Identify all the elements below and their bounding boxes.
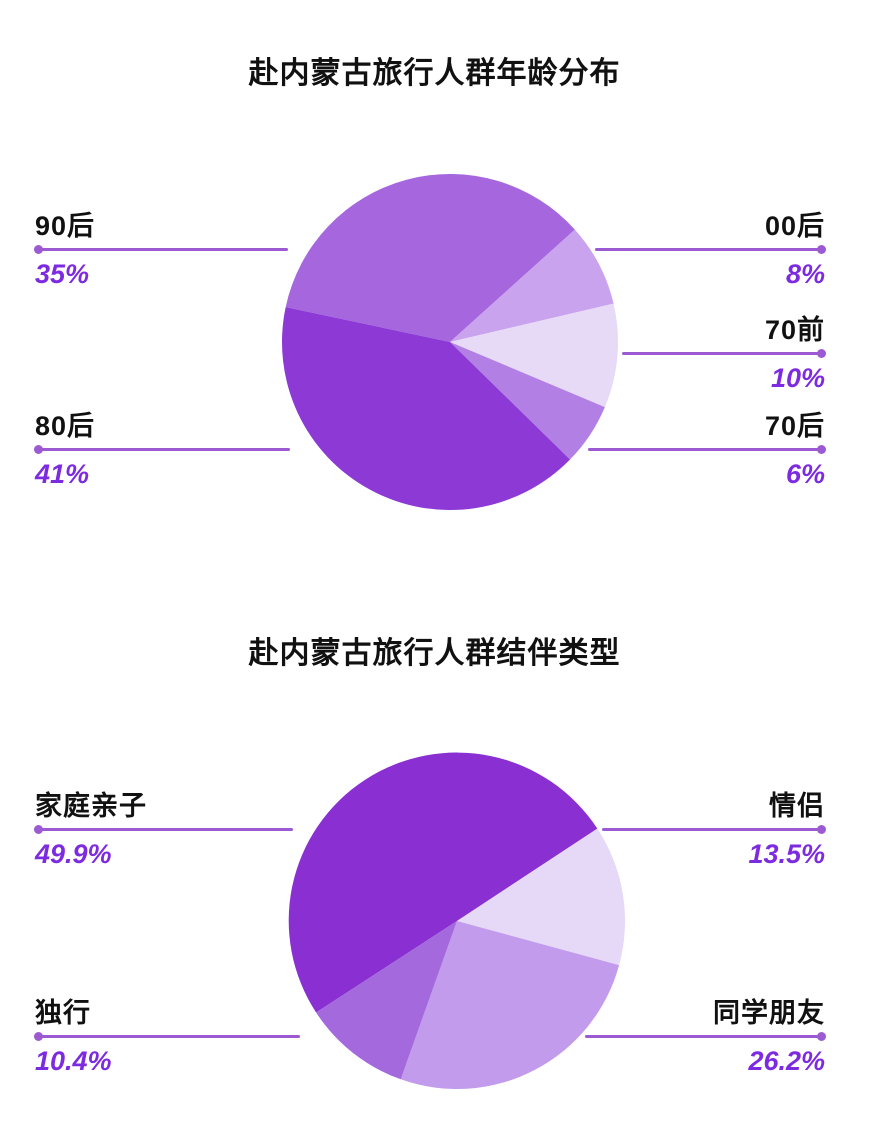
callout-value: 10%	[770, 363, 825, 393]
callout-solo: 独行 10.4%	[34, 997, 300, 1077]
callout-age-90s: 90后 35%	[34, 210, 288, 290]
pie-slice-3	[316, 921, 457, 1080]
callout-age-80s: 80后 41%	[34, 410, 290, 490]
pie-slice-2	[400, 921, 620, 1089]
pie-slice-1	[450, 229, 614, 342]
chart-title-companion: 赴内蒙古旅行人群结伴类型	[248, 637, 621, 670]
callout-family: 家庭亲子 49.9%	[34, 790, 293, 870]
callout-label: 独行	[35, 998, 91, 1028]
chart-title-age: 赴内蒙古旅行人群年龄分布	[248, 57, 621, 90]
callout-line	[34, 825, 293, 834]
pie-chart-companion	[288, 752, 625, 1089]
callout-line	[34, 1032, 300, 1041]
callout-value: 13.5%	[748, 839, 825, 869]
callout-dot-icon	[817, 245, 826, 254]
callout-label: 情侣	[769, 791, 825, 821]
callout-line	[585, 1032, 826, 1041]
callout-value: 26.2%	[748, 1046, 825, 1076]
callout-dot-icon	[34, 245, 43, 254]
pie-slice-0	[285, 174, 575, 342]
callout-label: 同学朋友	[713, 998, 825, 1028]
callout-value: 49.9%	[35, 839, 112, 869]
callout-label: 00后	[764, 211, 825, 241]
callout-couple: 情侣 13.5%	[602, 790, 826, 870]
callout-dot-icon	[817, 349, 826, 358]
pie-slice-0	[288, 752, 598, 1013]
pie-slice-2	[450, 303, 618, 408]
callout-dot-icon	[34, 825, 43, 834]
pie-slice-3	[450, 342, 605, 460]
callout-value: 10.4%	[35, 1046, 112, 1076]
callout-value: 35%	[35, 259, 90, 289]
callout-label: 80后	[35, 411, 96, 441]
callout-friends: 同学朋友 26.2%	[585, 997, 826, 1077]
callout-label: 家庭亲子	[35, 791, 147, 821]
callout-value: 8%	[785, 259, 825, 289]
callout-dot-icon	[34, 445, 43, 454]
callout-label: 70后	[764, 411, 825, 441]
callout-value: 6%	[785, 459, 825, 489]
callout-line	[34, 445, 290, 454]
pie-chart-age	[281, 174, 618, 510]
callout-value: 41%	[35, 459, 90, 489]
pie-slice-1	[457, 828, 625, 966]
callout-line	[34, 245, 288, 254]
callout-dot-icon	[817, 825, 826, 834]
callout-line	[595, 245, 826, 254]
callout-line	[588, 445, 826, 454]
pie-slice-4	[281, 307, 571, 510]
callout-dot-icon	[817, 445, 826, 454]
callout-label: 90后	[35, 211, 96, 241]
callout-dot-icon	[34, 1032, 43, 1041]
callout-age-70s: 70后 6%	[588, 410, 826, 490]
callout-dot-icon	[817, 1032, 826, 1041]
callout-label: 70前	[764, 315, 825, 345]
callout-line	[622, 349, 826, 358]
callout-age-00s: 00后 8%	[595, 210, 826, 290]
callout-line	[602, 825, 826, 834]
callout-age-pre70s: 70前 10%	[622, 314, 826, 394]
